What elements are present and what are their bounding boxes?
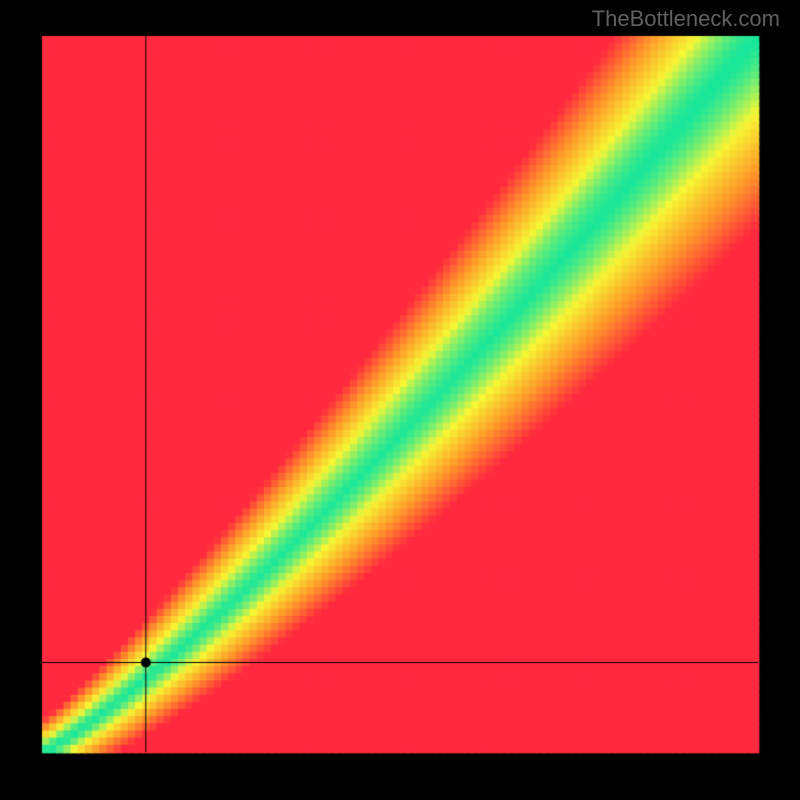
- chart-container: TheBottleneck.com: [0, 0, 800, 800]
- watermark-text: TheBottleneck.com: [592, 6, 780, 32]
- heatmap-canvas: [0, 0, 800, 800]
